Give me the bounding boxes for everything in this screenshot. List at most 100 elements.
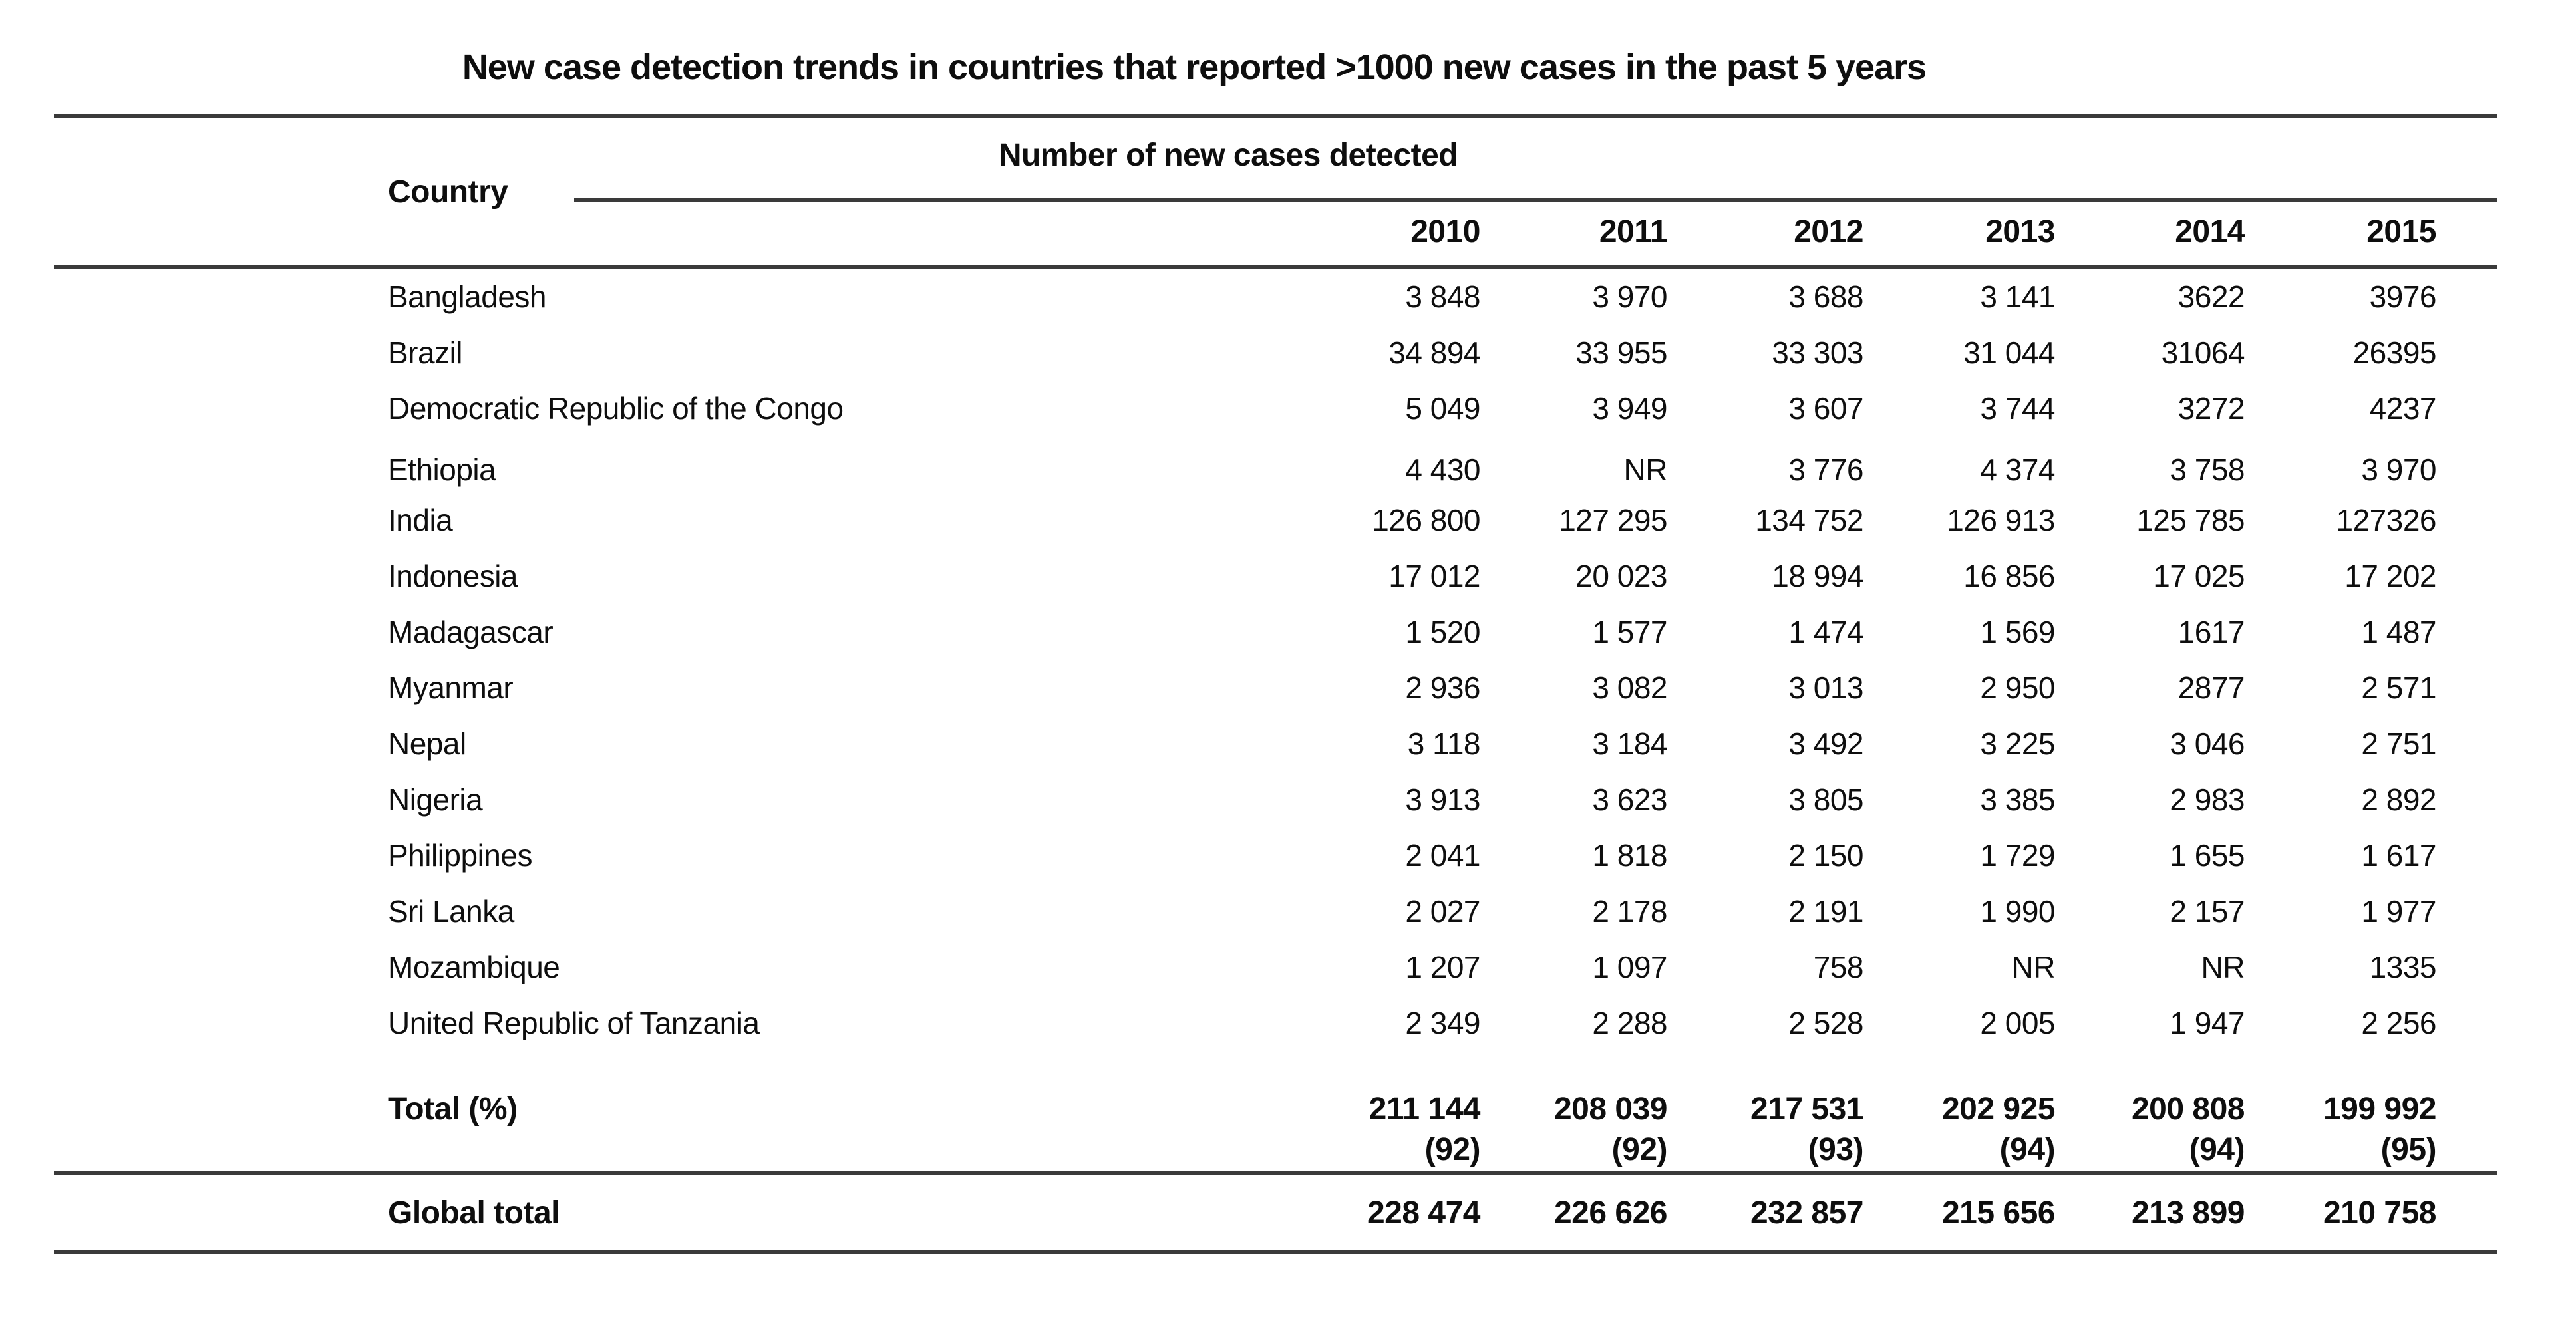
value-cell: 226 626 bbox=[1480, 1175, 1668, 1254]
table-row: Myanmar 2 936 3 082 3 013 2 950 2877 2 571 bbox=[54, 660, 2497, 716]
country-cell: Sri Lanka bbox=[388, 894, 514, 929]
value-cell: 17 025 bbox=[2153, 559, 2245, 593]
table-row: Sri Lanka 2 027 2 178 2 191 1 990 2 157 1 977 bbox=[54, 883, 2497, 939]
cases-table: Country 2010 2011 2012 2013 2014 2015 Banglad… bbox=[54, 114, 2497, 1254]
value-cell: 3 744 bbox=[1980, 391, 2055, 426]
value-cell: 1 097 bbox=[1592, 950, 1667, 984]
value-cell: 31 044 bbox=[1963, 335, 2055, 370]
table-row: United Republic of Tanzania 2 349 2 288 2 5… bbox=[54, 995, 2497, 1051]
value-cell: 1 990 bbox=[1980, 894, 2055, 929]
value-cell: 3 913 bbox=[1405, 782, 1480, 817]
value-cell: 1 207 bbox=[1405, 950, 1480, 984]
value-cell: 199 992 bbox=[2323, 1092, 2437, 1127]
value-cell: 211 144 bbox=[1368, 1092, 1481, 1127]
value-cell: 1 569 bbox=[1980, 615, 2055, 649]
table-row: Mozambique 1 207 1 097 758 NR NR 1335 bbox=[54, 939, 2497, 995]
value-cell: 2 936 bbox=[1405, 670, 1480, 705]
value-cell: 3 623 bbox=[1592, 782, 1667, 817]
value-cell: 3 013 bbox=[1788, 670, 1863, 705]
table-row: Indonesia 17 012 20 023 18 994 16 856 17 025 1… bbox=[54, 548, 2497, 604]
value-cell: 3272 bbox=[2177, 391, 2245, 426]
country-cell bbox=[54, 1127, 1291, 1175]
value-cell: 1 818 bbox=[1592, 838, 1667, 873]
country-cell: India bbox=[388, 503, 453, 537]
value-cell: 3976 bbox=[2369, 279, 2437, 314]
value-cell: 2 256 bbox=[2361, 1006, 2436, 1040]
value-cell: 215 656 bbox=[1863, 1175, 2056, 1254]
value-cell: 2 950 bbox=[1980, 670, 2055, 705]
value-cell: 3 805 bbox=[1788, 782, 1863, 817]
country-cell: Bangladesh bbox=[388, 279, 546, 314]
value-cell: 232 857 bbox=[1667, 1175, 1864, 1254]
value-cell: 34 894 bbox=[1388, 335, 1480, 370]
table-row: Madagascar 1 520 1 577 1 474 1 569 1617 1 487 bbox=[54, 604, 2497, 660]
value-cell: 33 303 bbox=[1772, 335, 1863, 370]
value-cell: 3 776 bbox=[1788, 452, 1863, 487]
table-header: Country 2010 2011 2012 2013 2014 2015 bbox=[54, 118, 2497, 269]
value-cell: 17 202 bbox=[2344, 559, 2436, 593]
value-cell: 3 758 bbox=[2170, 452, 2245, 487]
value-cell: 3 046 bbox=[2170, 726, 2245, 761]
value-cell: 1 729 bbox=[1980, 838, 2055, 873]
value-cell: 3 970 bbox=[1592, 279, 1667, 314]
value-cell: 126 800 bbox=[1372, 503, 1480, 537]
value-cell: 2 178 bbox=[1592, 894, 1667, 929]
country-cell: United Republic of Tanzania bbox=[388, 1006, 760, 1040]
value-cell: 20 023 bbox=[1575, 559, 1667, 593]
value-cell: 26395 bbox=[2352, 335, 2437, 370]
year-column-header: 2015 bbox=[2245, 198, 2497, 269]
value-cell: 758 bbox=[1813, 950, 1864, 984]
value-cell: 3 492 bbox=[1788, 726, 1863, 761]
value-cell: 1335 bbox=[2369, 950, 2437, 984]
value-cell: 3 949 bbox=[1592, 391, 1667, 426]
table-row: Nigeria 3 913 3 623 3 805 3 385 2 983 2 892 bbox=[54, 772, 2497, 827]
value-cell: 228 474 bbox=[1291, 1175, 1481, 1254]
value-cell: 127326 bbox=[2336, 503, 2437, 537]
value-cell: 4 430 bbox=[1405, 452, 1480, 487]
value-cell: 1 947 bbox=[2170, 1006, 2245, 1040]
value-cell: NR bbox=[2201, 950, 2245, 984]
country-cell: Global total bbox=[54, 1175, 1291, 1254]
value-cell: 208 039 bbox=[1553, 1092, 1668, 1127]
value-cell: 2 751 bbox=[2361, 726, 2436, 761]
global-total-row: Global total 228 474 226 626 232 857 215 656… bbox=[54, 1175, 2497, 1254]
value-cell: 3622 bbox=[2177, 279, 2245, 314]
value-cell: 3 607 bbox=[1788, 391, 1863, 426]
value-cell: 4237 bbox=[2369, 391, 2437, 426]
header-years-row: 2010 2011 2012 2013 2014 2015 bbox=[54, 198, 2497, 269]
value-cell: 2 027 bbox=[1405, 894, 1480, 929]
country-cell: Ethiopia bbox=[388, 452, 496, 487]
value-cell: 126 913 bbox=[1947, 503, 2055, 537]
value-cell: 2 983 bbox=[2170, 782, 2245, 817]
value-cell: (92) bbox=[1291, 1127, 1481, 1175]
value-cell: 18 994 bbox=[1772, 559, 1863, 593]
value-cell: 202 925 bbox=[1941, 1092, 2056, 1127]
value-cell: (94) bbox=[2055, 1127, 2245, 1175]
value-cell: 3 688 bbox=[1788, 279, 1863, 314]
value-cell: 4 374 bbox=[1980, 452, 2055, 487]
value-cell: 2 191 bbox=[1788, 894, 1863, 929]
year-column-header: 2011 bbox=[1480, 198, 1668, 269]
value-cell: 1617 bbox=[2177, 615, 2245, 649]
table-row: Brazil 34 894 33 955 33 303 31 044 31064 26395 bbox=[54, 325, 2497, 380]
header-divider-rule bbox=[574, 198, 2497, 202]
value-cell: 31064 bbox=[2161, 335, 2245, 370]
span-header-label: Number of new cases detected bbox=[998, 138, 1458, 173]
value-cell: (92) bbox=[1480, 1127, 1668, 1175]
country-cell: Mozambique bbox=[388, 950, 560, 984]
country-cell: Nigeria bbox=[388, 782, 483, 817]
value-cell: 2 892 bbox=[2361, 782, 2436, 817]
value-cell: 2 041 bbox=[1405, 838, 1480, 873]
value-cell: 217 531 bbox=[1750, 1092, 1864, 1127]
year-column-header: 2010 bbox=[1291, 198, 1481, 269]
value-cell: 3 141 bbox=[1980, 279, 2055, 314]
data-table-container: Number of new cases detected Country 201… bbox=[54, 114, 2497, 1254]
value-cell: (93) bbox=[1667, 1127, 1864, 1175]
country-cell: Madagascar bbox=[388, 615, 554, 649]
value-cell: 2 288 bbox=[1592, 1006, 1667, 1040]
value-cell: 1 520 bbox=[1405, 615, 1480, 649]
value-cell: 17 012 bbox=[1388, 559, 1480, 593]
value-cell: 1 617 bbox=[2361, 838, 2436, 873]
table-row: India 126 800 127 295 134 752 126 913 125 785… bbox=[54, 492, 2497, 548]
value-cell: NR bbox=[1623, 452, 1668, 487]
